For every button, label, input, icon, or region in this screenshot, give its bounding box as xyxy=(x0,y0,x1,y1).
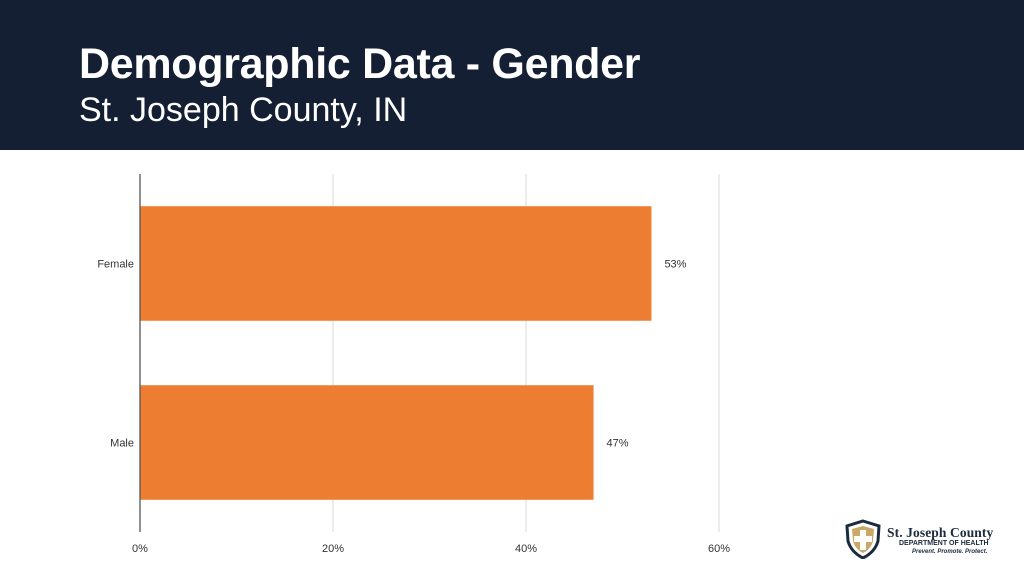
data-label: 47% xyxy=(607,438,629,450)
logo-name: St. Joseph County xyxy=(887,525,994,540)
category-label: Female xyxy=(97,259,134,271)
chart-data-labels: 53% 47% xyxy=(607,259,687,450)
health-department-logo: St. Joseph County DEPARTMENT OF HEALTH P… xyxy=(844,519,1010,561)
x-tick-label: 20% xyxy=(322,543,344,555)
header-banner: Demographic Data - Gender St. Joseph Cou… xyxy=(0,0,1024,150)
page-title: Demographic Data - Gender xyxy=(79,40,641,88)
shield-cross-icon xyxy=(845,519,881,559)
gender-bar-chart: Female Male 53% 47% 0% 20% 40% 60% xyxy=(97,174,730,555)
data-label: 53% xyxy=(664,259,686,271)
x-tick-label: 0% xyxy=(132,543,148,555)
chart-bars xyxy=(140,206,652,500)
chart-category-labels: Female Male xyxy=(97,259,134,450)
x-tick-label: 60% xyxy=(708,543,730,555)
bar-male xyxy=(140,385,594,500)
x-tick-label: 40% xyxy=(515,543,537,555)
logo-tagline: Prevent. Promote. Protect. xyxy=(912,549,988,555)
page-subtitle: St. Joseph County, IN xyxy=(79,91,408,129)
logo-department: DEPARTMENT OF HEALTH xyxy=(899,540,989,547)
chart-x-tick-labels: 0% 20% 40% 60% xyxy=(132,543,730,555)
bar-female xyxy=(140,206,652,321)
category-label: Male xyxy=(110,438,134,450)
